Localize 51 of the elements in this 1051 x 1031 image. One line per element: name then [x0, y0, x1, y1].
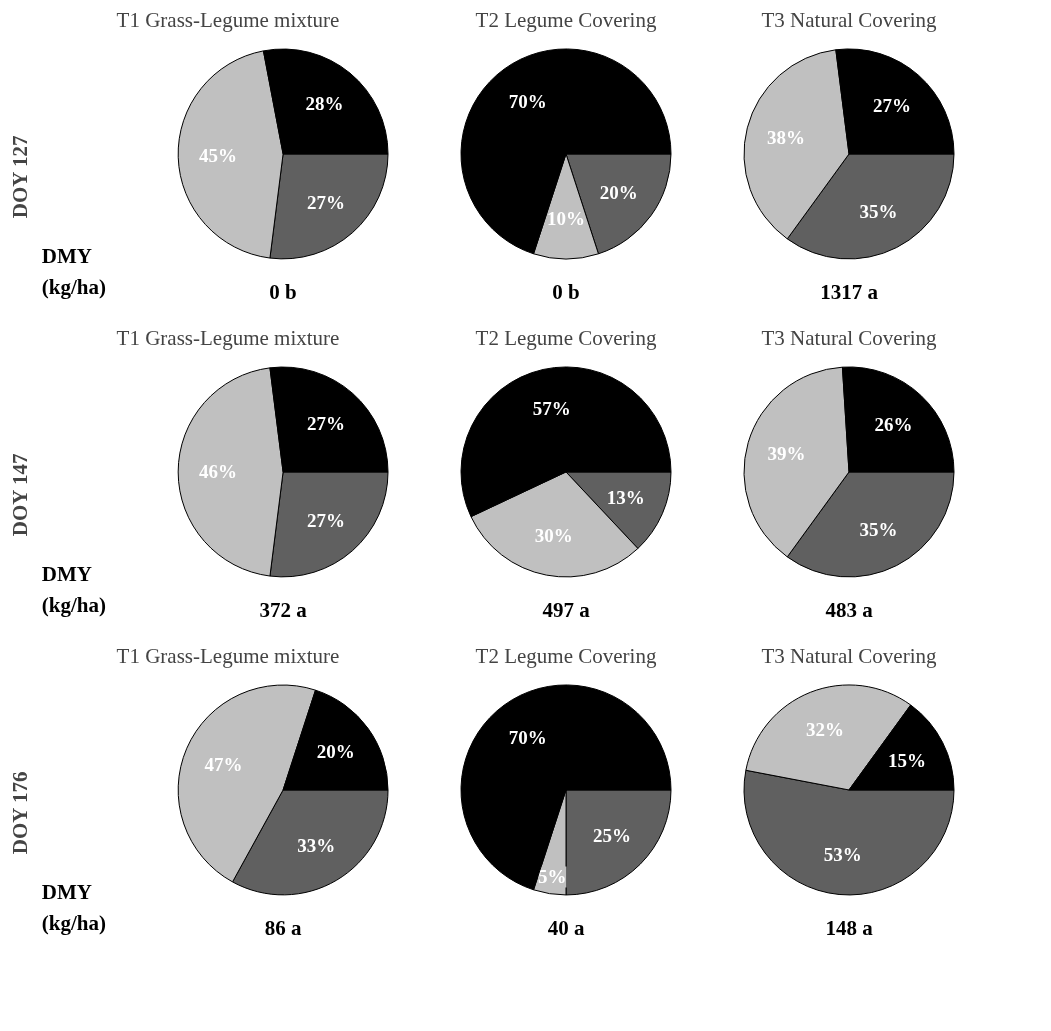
chart-title: T3 Natural Covering [761, 325, 937, 350]
data-label: 27% [307, 412, 346, 434]
text: 40 a [547, 916, 585, 941]
text: 497 a [542, 598, 591, 623]
text: DOY 127 [7, 135, 32, 219]
chart-title: T2 Legume Covering [475, 643, 657, 668]
text: 148 a [825, 916, 874, 941]
chart-title: T1 Grass-Legume mixture [116, 7, 340, 32]
data-label: 5% [537, 866, 567, 888]
chart-title: T3 Natural Covering [761, 7, 937, 32]
data-label: 13% [606, 487, 645, 509]
data-label: 33% [297, 835, 336, 857]
text: 483 a [825, 598, 874, 623]
data-label: 35% [859, 201, 898, 223]
data-label: 26% [874, 414, 913, 436]
data-label: 35% [859, 519, 898, 541]
data-label: 53% [823, 844, 862, 866]
data-label: 28% [305, 93, 344, 115]
text: DMY (kg/ha) [41, 561, 106, 618]
data-label: 39% [767, 443, 806, 465]
data-label: 46% [199, 461, 238, 483]
data-label: 30% [534, 525, 573, 547]
text: 86 a [264, 916, 302, 941]
chart-title: T2 Legume Covering [475, 325, 657, 350]
data-label: 15% [888, 749, 926, 771]
data-label: 27% [307, 192, 346, 214]
data-label: 32% [806, 719, 845, 740]
data-label: 27% [873, 94, 912, 116]
data-label: 70% [508, 90, 547, 112]
text: DMY (kg/ha) [41, 243, 106, 300]
text: DOY 176 [7, 771, 32, 855]
data-label: 25% [593, 825, 632, 847]
chart-title: T2 Legume Covering [475, 7, 657, 32]
chart-title: T3 Natural Covering [761, 643, 937, 668]
data-label: 38% [766, 127, 805, 149]
data-label: 20% [599, 181, 638, 203]
data-label: 57% [532, 398, 571, 419]
text: 1317 a [820, 280, 879, 305]
data-label: 45% [199, 145, 238, 167]
data-label: 70% [508, 726, 547, 748]
chart-title: T1 Grass-Legume mixture [116, 325, 340, 350]
text: 0 b [552, 280, 580, 305]
data-label: 47% [204, 753, 243, 775]
text: 0 b [269, 280, 297, 305]
data-label: 27% [307, 510, 346, 532]
text: DOY 147 [7, 453, 32, 537]
text: 372 a [259, 598, 308, 623]
data-label: 10% [547, 208, 585, 230]
data-label: 20% [316, 741, 355, 763]
text: DMY (kg/ha) [41, 879, 106, 936]
chart-title: T1 Grass-Legume mixture [116, 643, 340, 668]
